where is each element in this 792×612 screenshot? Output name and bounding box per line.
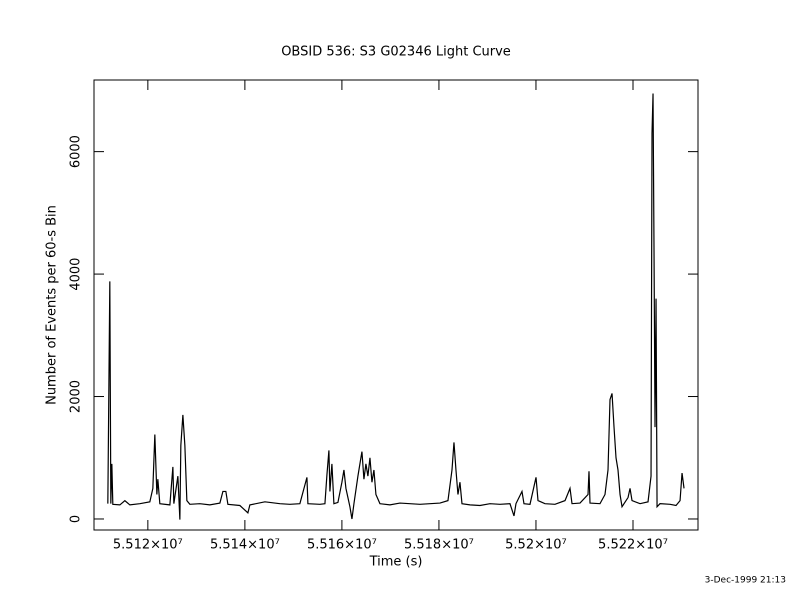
x-axis-label: Time (s) xyxy=(369,555,423,570)
x-tick-label: 5.516×10⁷ xyxy=(307,538,377,553)
x-tick-label: 5.518×10⁷ xyxy=(404,538,474,553)
x-tick-label: 5.52×10⁷ xyxy=(505,538,567,553)
y-tick-label: 0 xyxy=(69,515,84,523)
y-axis-label: Number of Events per 60-s Bin xyxy=(45,205,60,405)
y-tick-label: 4000 xyxy=(69,258,84,291)
plot-frame xyxy=(93,79,699,531)
x-tick-label: 5.512×10⁷ xyxy=(113,538,183,553)
x-tick-label: 5.514×10⁷ xyxy=(210,538,280,553)
y-tick-label: 2000 xyxy=(69,380,84,413)
x-tick-label: 5.522×10⁷ xyxy=(598,538,668,553)
chart-title: OBSID 536: S3 G02346 Light Curve xyxy=(281,45,511,60)
light-curve xyxy=(107,93,685,520)
footer-timestamp: 3-Dec-1999 21:13 xyxy=(705,576,786,586)
y-tick-label: 6000 xyxy=(69,135,84,168)
